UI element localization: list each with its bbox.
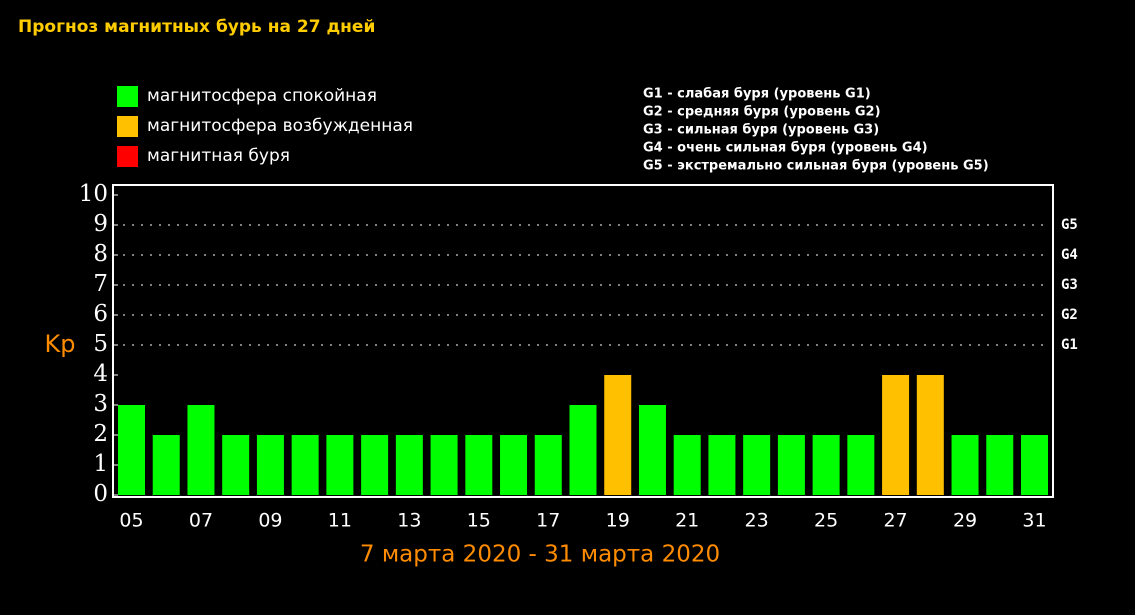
x-tick-label: 19 [606,510,630,532]
chart-title: Прогноз магнитных бурь на 27 дней [18,17,375,37]
x-tick-label: 17 [536,510,560,532]
y-tick-label: 3 [93,391,108,417]
g-tick-label: G4 [1061,247,1078,263]
bar [986,435,1014,495]
g-legend-label: G5 - экстремально сильная буря (уровень … [643,159,989,174]
bar [951,435,979,495]
bar [604,375,632,495]
bar [256,435,284,495]
bar [1021,435,1048,495]
legend-label: магнитная буря [147,146,290,166]
bar [222,435,250,495]
bar [291,435,319,495]
y-tick-label: 9 [93,211,108,237]
g-tick-label: G1 [1061,337,1078,353]
bar [326,435,354,495]
y-tick-label: 7 [93,271,108,297]
g-legend-label: G3 - сильная буря (уровень G3) [643,123,879,138]
x-tick-label: 31 [1022,510,1046,532]
x-tick-label: 13 [397,510,421,532]
y-tick-label: 0 [93,481,108,507]
bar [777,435,805,495]
x-tick-label: 07 [189,510,213,532]
legend-swatch [117,146,138,167]
y-tick-label: 6 [93,301,108,327]
y-tick-label: 4 [93,361,108,387]
bar [569,405,597,495]
x-tick-label: 25 [814,510,838,532]
bar [361,435,389,495]
bar [673,435,701,495]
bar [812,435,840,495]
x-tick-label: 29 [953,510,977,532]
bar [743,435,771,495]
g-legend-label: G1 - слабая буря (уровень G1) [643,87,871,102]
bar [152,435,180,495]
bar [882,375,910,495]
y-tick-label: 1 [93,451,108,477]
bar [708,435,736,495]
x-axis-label: 7 марта 2020 - 31 марта 2020 [360,542,720,568]
legend-swatch [117,116,138,137]
bar [187,405,215,495]
g-legend-label: G4 - очень сильная буря (уровень G4) [643,141,928,156]
y-tick-label: 8 [93,241,108,267]
plot-frame [112,184,1054,498]
bar [500,435,528,495]
x-tick-label: 21 [675,510,699,532]
y-axis-label: Kp [45,330,76,358]
x-tick-label: 09 [258,510,282,532]
y-tick-label: 2 [93,421,108,447]
x-tick-label: 23 [745,510,769,532]
bar [465,435,493,495]
bar [395,435,423,495]
g-tick-label: G5 [1061,217,1078,233]
x-tick-label: 11 [328,510,352,532]
g-tick-label: G3 [1061,277,1078,293]
legend-swatch [117,86,138,107]
x-tick-label: 27 [883,510,907,532]
g-tick-label: G2 [1061,307,1078,323]
x-tick-label: 15 [467,510,491,532]
x-tick-label: 05 [119,510,143,532]
bar [430,435,458,495]
legend-label: магнитосфера возбужденная [147,116,413,136]
g-legend-label: G2 - средняя буря (уровень G2) [643,105,881,120]
legend-label: магнитосфера спокойная [147,86,377,106]
y-tick-label: 10 [79,181,108,207]
bar [638,405,666,495]
bar [916,375,944,495]
bar [118,405,145,495]
y-tick-label: 5 [93,331,108,357]
bar [847,435,875,495]
bar [534,435,562,495]
